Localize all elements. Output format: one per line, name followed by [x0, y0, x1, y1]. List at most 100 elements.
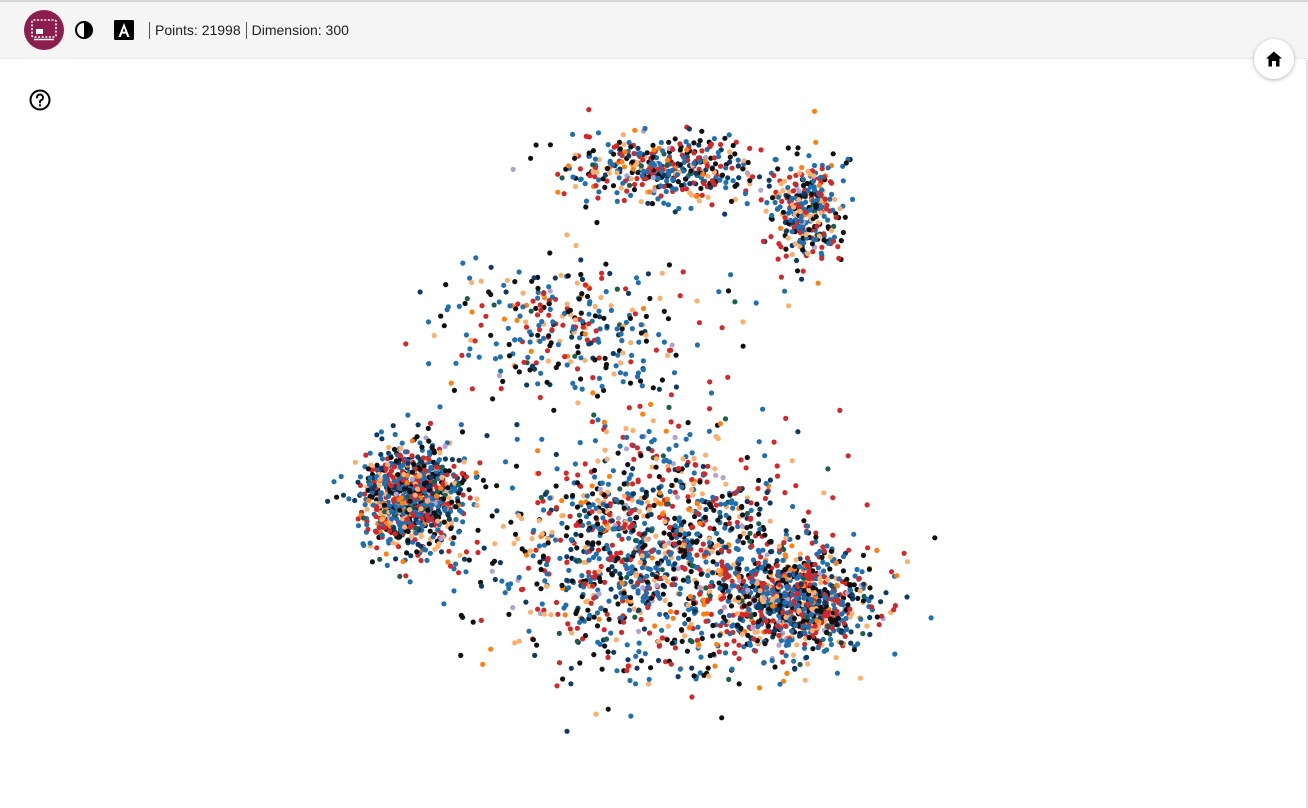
data-point[interactable] — [431, 450, 437, 456]
data-point[interactable] — [438, 549, 445, 555]
data-point[interactable] — [804, 180, 810, 187]
data-point[interactable] — [672, 645, 679, 651]
data-point[interactable] — [691, 160, 697, 166]
data-point[interactable] — [664, 578, 671, 585]
data-point[interactable] — [429, 444, 435, 450]
data-point[interactable] — [679, 638, 685, 645]
data-point[interactable] — [589, 483, 595, 489]
data-point[interactable] — [489, 568, 495, 574]
data-point[interactable] — [666, 139, 672, 145]
data-point[interactable] — [625, 290, 632, 296]
data-point[interactable] — [418, 533, 424, 539]
data-point[interactable] — [414, 486, 421, 492]
data-point[interactable] — [629, 564, 635, 570]
data-point[interactable] — [605, 481, 612, 487]
data-point[interactable] — [725, 374, 731, 380]
data-point[interactable] — [373, 490, 379, 496]
data-point[interactable] — [805, 661, 811, 667]
data-point[interactable] — [771, 439, 777, 445]
data-point[interactable] — [395, 472, 401, 478]
data-point[interactable] — [572, 183, 579, 190]
data-point[interactable] — [696, 198, 702, 204]
data-point[interactable] — [651, 187, 657, 193]
data-point[interactable] — [878, 599, 884, 605]
data-point[interactable] — [676, 518, 682, 524]
data-point[interactable] — [592, 438, 599, 444]
data-point[interactable] — [664, 614, 670, 620]
data-point[interactable] — [649, 571, 656, 577]
data-point[interactable] — [645, 566, 651, 572]
data-point[interactable] — [448, 380, 454, 386]
data-point[interactable] — [833, 214, 839, 220]
data-point[interactable] — [593, 328, 599, 334]
data-point[interactable] — [738, 457, 744, 463]
data-point[interactable] — [481, 545, 487, 551]
data-point[interactable] — [794, 268, 801, 274]
data-point[interactable] — [609, 162, 616, 168]
data-point[interactable] — [615, 352, 621, 358]
data-point[interactable] — [667, 488, 673, 495]
data-point[interactable] — [426, 449, 433, 455]
data-point[interactable] — [473, 474, 479, 480]
data-point[interactable] — [378, 465, 385, 471]
data-point[interactable] — [831, 223, 837, 229]
data-point[interactable] — [682, 633, 688, 639]
data-point[interactable] — [804, 614, 810, 620]
data-point[interactable] — [568, 681, 574, 687]
data-point[interactable] — [450, 486, 456, 493]
data-point[interactable] — [702, 158, 708, 164]
data-point[interactable] — [693, 462, 699, 468]
data-point[interactable] — [775, 256, 781, 262]
data-point[interactable] — [518, 587, 525, 593]
data-point[interactable] — [811, 187, 818, 193]
data-point[interactable] — [476, 354, 482, 360]
data-point[interactable] — [694, 298, 700, 304]
data-point[interactable] — [662, 519, 668, 525]
data-point[interactable] — [726, 520, 733, 527]
data-point[interactable] — [547, 343, 553, 349]
data-point[interactable] — [672, 136, 678, 142]
data-point[interactable] — [817, 571, 823, 577]
data-point[interactable] — [438, 485, 444, 491]
data-point[interactable] — [544, 558, 551, 564]
data-point[interactable] — [689, 525, 695, 531]
data-point[interactable] — [668, 609, 674, 615]
data-point[interactable] — [445, 511, 451, 517]
data-point[interactable] — [605, 489, 611, 495]
data-point[interactable] — [827, 196, 833, 202]
data-point[interactable] — [680, 554, 687, 560]
data-point[interactable] — [710, 651, 717, 657]
data-point[interactable] — [604, 165, 611, 172]
data-point[interactable] — [795, 224, 801, 230]
data-point[interactable] — [758, 147, 764, 153]
data-point[interactable] — [851, 531, 857, 537]
data-point[interactable] — [578, 257, 584, 263]
data-point[interactable] — [632, 681, 639, 687]
data-point[interactable] — [806, 568, 812, 574]
data-point[interactable] — [682, 621, 688, 627]
data-point[interactable] — [512, 640, 518, 646]
data-point[interactable] — [600, 176, 606, 182]
data-point[interactable] — [758, 565, 765, 571]
data-point[interactable] — [579, 594, 585, 600]
data-point[interactable] — [805, 187, 811, 193]
data-point[interactable] — [451, 387, 457, 393]
data-point[interactable] — [585, 540, 591, 546]
data-point[interactable] — [731, 638, 737, 644]
data-point[interactable] — [536, 518, 542, 524]
data-point[interactable] — [686, 531, 692, 537]
data-point[interactable] — [716, 154, 722, 160]
data-point[interactable] — [755, 593, 761, 599]
data-point[interactable] — [594, 610, 601, 616]
data-point[interactable] — [618, 550, 624, 556]
data-point[interactable] — [836, 576, 842, 582]
data-point[interactable] — [609, 542, 616, 548]
data-point[interactable] — [373, 529, 379, 535]
data-point[interactable] — [857, 588, 863, 594]
data-point[interactable] — [814, 223, 820, 229]
data-point[interactable] — [602, 447, 608, 453]
data-point[interactable] — [400, 558, 406, 565]
data-point[interactable] — [719, 539, 725, 545]
data-point[interactable] — [535, 295, 541, 301]
data-point[interactable] — [770, 618, 776, 624]
